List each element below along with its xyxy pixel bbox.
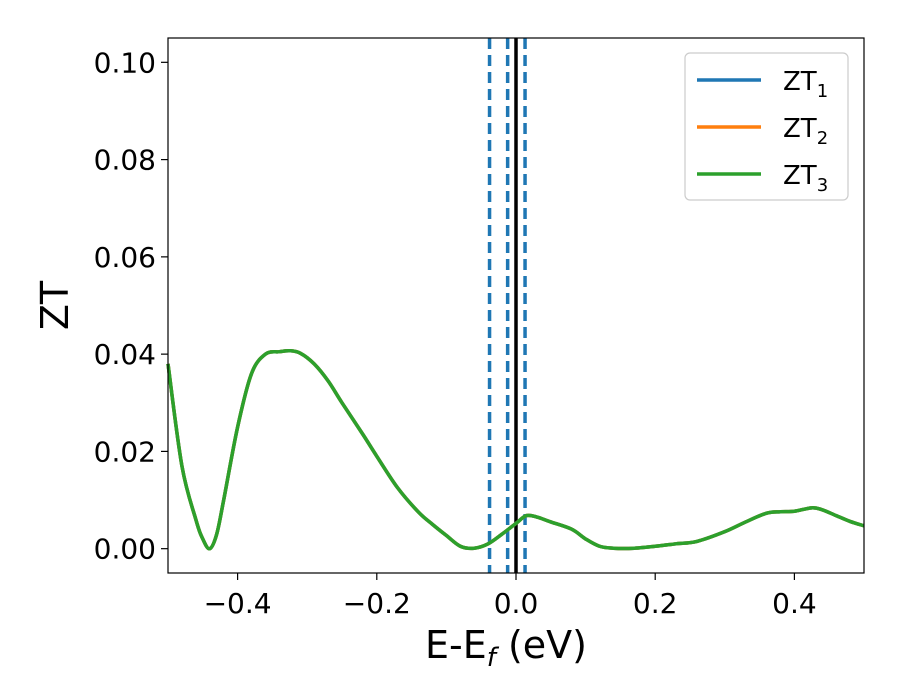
series-lines <box>166 348 865 551</box>
y-axis-ticks: 0.00 0.02 0.04 0.06 0.08 0.10 <box>94 46 168 566</box>
legend-label-3: ZT3 <box>783 161 828 196</box>
y-tick-label: 0.08 <box>94 144 156 177</box>
series-line-3 <box>166 348 865 551</box>
x-axis-ticks: −0.4 −0.2 0.0 0.2 0.4 <box>204 573 817 620</box>
y-tick-label: 0.04 <box>94 338 156 371</box>
y-tick-label: 0.06 <box>94 241 156 274</box>
x-tick-label: −0.4 <box>204 587 272 620</box>
legend-label-1: ZT1 <box>783 67 828 102</box>
legend-frame <box>684 52 849 201</box>
x-tick-label: 0.4 <box>772 587 817 620</box>
legend-label-2: ZT2 <box>783 114 828 149</box>
x-axis-label: E-Ef (eV) <box>425 623 587 673</box>
x-tick-label: −0.2 <box>343 587 411 620</box>
x-tick-label: 0.0 <box>494 587 539 620</box>
y-axis-label: ZT <box>33 280 77 330</box>
y-tick-label: 0.10 <box>94 46 156 79</box>
x-tick-label: 0.2 <box>633 587 678 620</box>
y-tick-label: 0.00 <box>94 533 156 566</box>
legend: ZT1 ZT2 ZT3 <box>684 52 849 201</box>
reference-lines <box>487 38 527 573</box>
y-tick-label: 0.02 <box>94 435 156 468</box>
